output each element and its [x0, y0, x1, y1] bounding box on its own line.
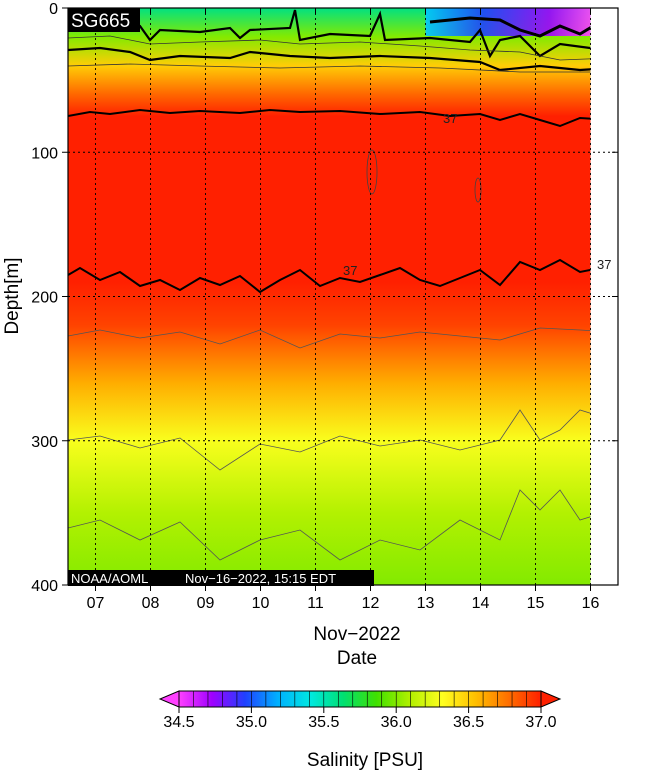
x-tick-label: 11 — [307, 595, 324, 612]
x-axis-title: Date — [337, 648, 377, 669]
y-tick-label: 200 — [31, 290, 58, 307]
colorbar-tick-label: 36.0 — [381, 714, 412, 731]
surface-contours — [68, 9, 613, 73]
chart-title: SG665 — [71, 11, 130, 32]
colorbar-tick-label: 37.0 — [525, 714, 556, 731]
contour-label: 37 — [443, 111, 457, 126]
axis-ticks: 07 08 09 10 11 12 13 14 15 16 0 100 200 300 400 — [31, 1, 618, 612]
colorbar-title: Salinity [PSU] — [307, 750, 423, 771]
y-axis-title: Depth[m] — [2, 257, 23, 334]
x-tick-label: 10 — [252, 595, 270, 612]
footer-timestamp: Nov−16−2022, 15:15 EDT — [185, 571, 336, 586]
x-tick-label: 08 — [142, 595, 160, 612]
y-tick-label: 100 — [31, 145, 58, 162]
y-tick-label: 400 — [31, 578, 58, 595]
title-badge — [68, 8, 140, 32]
colorbar-tick-label: 34.5 — [163, 714, 194, 731]
x-tick-label: 09 — [197, 595, 215, 612]
footer-badge — [68, 570, 374, 586]
isohaline-37-upper — [68, 108, 613, 128]
contour-label: 37 — [597, 257, 611, 272]
colorbar-tick-label: 35.5 — [308, 714, 339, 731]
grid-lines — [68, 8, 618, 585]
colorbar-left-arrow — [158, 690, 180, 708]
x-tick-label: 16 — [582, 595, 600, 612]
x-tick-label: 14 — [472, 595, 490, 612]
isohaline-37-lower — [68, 258, 613, 294]
y-tick-label: 0 — [49, 1, 58, 18]
contour-label: 37 — [343, 263, 357, 278]
colorbar-tick-label: 36.5 — [453, 714, 484, 731]
low-salinity-surface-patch — [425, 8, 591, 36]
colorbar-tick-label: 35.0 — [236, 714, 267, 731]
colorbar: 34.5 35.0 35.5 36.0 36.5 37.0 Salinity [PSU] — [158, 690, 562, 771]
x-axis-month-label: Nov−2022 — [313, 624, 400, 645]
x-tick-label: 15 — [527, 595, 545, 612]
colorbar-ticks: 34.5 35.0 35.5 36.0 36.5 37.0 — [163, 691, 557, 731]
colorbar-body — [178, 690, 542, 708]
y-tick-label: 300 — [31, 434, 58, 451]
colorbar-right-arrow — [540, 690, 562, 708]
x-tick-label: 07 — [87, 595, 105, 612]
footer-source: NOAA/AOML — [71, 571, 148, 586]
x-tick-label: 13 — [417, 595, 435, 612]
x-tick-label: 12 — [362, 595, 380, 612]
